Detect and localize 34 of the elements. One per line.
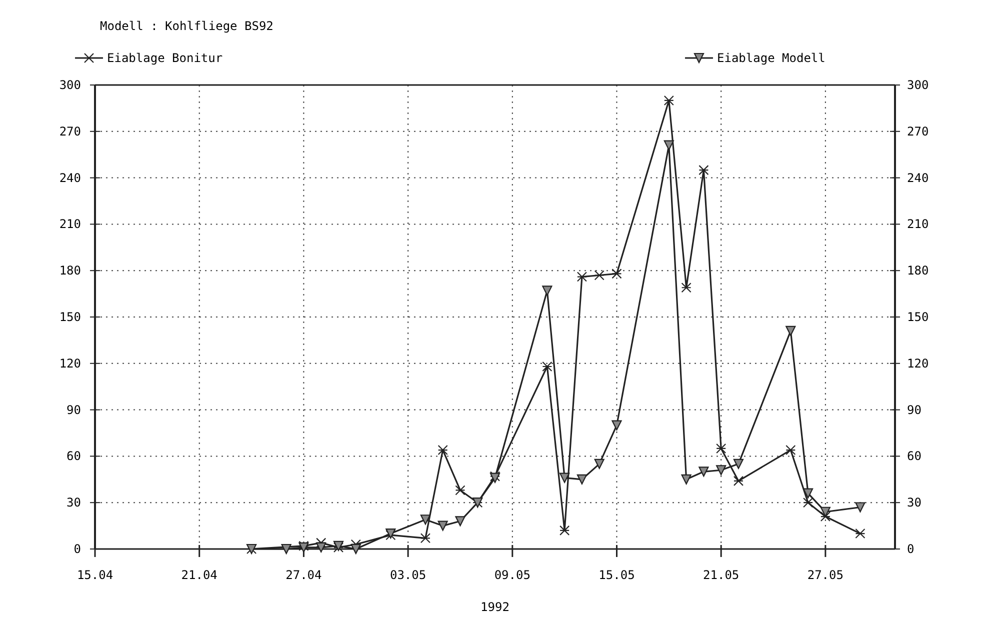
y-tick-label: 180 [59, 264, 81, 278]
y2-tick-label: 210 [907, 217, 929, 232]
legend-label: Eiablage Bonitur [107, 51, 223, 65]
x-tick-label: 21.05 [703, 568, 740, 582]
y2-tick-label: 30 [907, 496, 922, 510]
y-tick-label: 90 [66, 402, 81, 417]
y2-tick-label: 150 [907, 310, 929, 324]
x-tick-label: 03.05 [390, 568, 426, 582]
y-tick-label: 120 [59, 356, 81, 370]
y-tick-label: 150 [59, 310, 81, 324]
y2-tick-label: 0 [907, 542, 914, 556]
y2-tick-label: 270 [907, 124, 929, 138]
y-tick-label: 30 [66, 496, 81, 510]
y-tick-label: 300 [59, 78, 81, 92]
x-tick-label: 27.04 [286, 568, 322, 582]
x-tick-label: 15.05 [598, 568, 635, 582]
legend-label: Eiablage Modell [717, 51, 826, 65]
y2-tick-label: 180 [907, 264, 929, 278]
x-tick-label: 15.04 [76, 568, 114, 582]
y-tick-label: 60 [66, 449, 81, 464]
chart-title: Modell : Kohlfliege BS92 [100, 19, 274, 33]
y-tick-label: 240 [59, 170, 81, 185]
x-axis-title: 1992 [480, 600, 510, 614]
x-tick-label: 09.05 [494, 568, 530, 582]
x-tick-label: 21.04 [181, 568, 218, 582]
y2-tick-label: 90 [907, 402, 922, 417]
y-tick-label: 210 [59, 217, 81, 232]
y2-tick-label: 240 [907, 170, 929, 185]
y2-tick-label: 60 [907, 449, 922, 464]
y2-tick-label: 120 [907, 356, 929, 370]
y-tick-label: 270 [59, 124, 81, 138]
y2-tick-label: 300 [907, 78, 929, 92]
x-tick-label: 27.05 [807, 568, 844, 582]
y-tick-label: 0 [74, 542, 81, 556]
